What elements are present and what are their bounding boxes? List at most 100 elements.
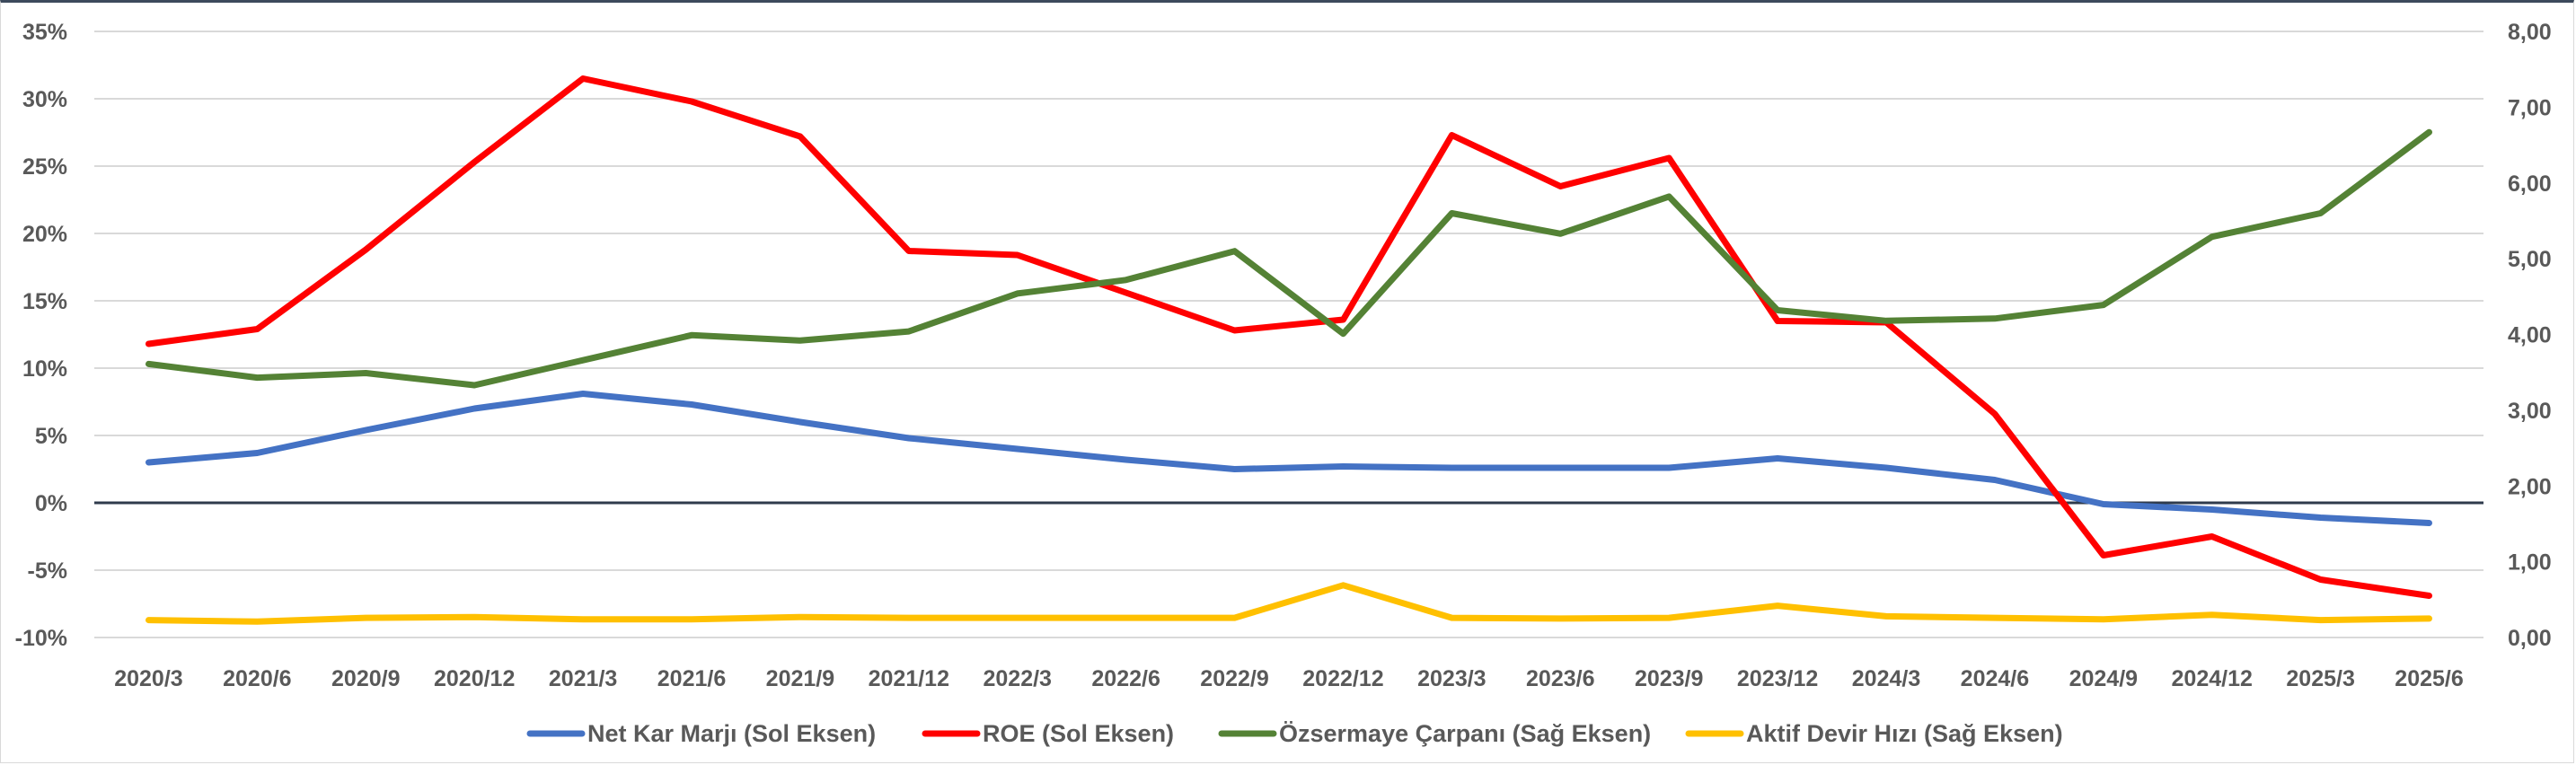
data-point — [254, 326, 260, 332]
data-point — [363, 370, 369, 376]
right-tick-label: 2,00 — [2508, 474, 2552, 499]
data-point — [146, 341, 152, 347]
left-tick-label: 25% — [22, 154, 67, 180]
data-point — [2100, 501, 2106, 507]
series-line-2 — [146, 75, 2432, 599]
data-point — [1340, 330, 1346, 337]
legend: Net Kar Marjı (Sol Eksen) ROE (Sol Eksen)… — [526, 720, 2063, 747]
data-point — [1666, 193, 1672, 199]
data-point — [1557, 615, 1564, 621]
data-point — [1775, 307, 1781, 313]
data-point — [1666, 465, 1672, 470]
left-axis-ticks: -10% -5% 0% 5% 10% 15% 20% 25% 30% 35% — [15, 20, 67, 651]
data-point — [472, 614, 478, 620]
data-point — [689, 332, 694, 339]
x-tick-label: 2021/9 — [766, 666, 834, 691]
data-point — [2209, 233, 2215, 240]
left-tick-label: 15% — [22, 289, 67, 314]
data-point — [797, 419, 803, 425]
data-point — [1883, 318, 1889, 324]
legend-label: Özsermaye Çarpanı (Sağ Eksen) — [1279, 720, 1651, 747]
x-tick-label: 2025/6 — [2395, 666, 2463, 691]
data-point — [2100, 302, 2106, 308]
data-point — [1231, 328, 1238, 333]
right-tick-label: 5,00 — [2508, 247, 2552, 272]
left-tick-label: 10% — [22, 356, 67, 382]
data-point — [1231, 248, 1238, 254]
data-point — [1991, 315, 1998, 321]
data-point — [689, 401, 694, 408]
data-point — [1991, 411, 1998, 417]
data-point — [1991, 477, 1998, 483]
data-point — [2209, 611, 2215, 618]
data-point — [1123, 615, 1129, 621]
legend-label: ROE (Sol Eksen) — [983, 720, 1174, 747]
data-point — [146, 617, 152, 623]
legend-label: Aktif Devir Hızı (Sağ Eksen) — [1746, 720, 2063, 747]
x-tick-label: 2023/6 — [1526, 666, 1594, 691]
x-tick-label: 2020/12 — [434, 666, 515, 691]
series-line-3 — [146, 128, 2432, 389]
data-point — [1123, 290, 1129, 295]
x-tick-label: 2025/3 — [2286, 666, 2354, 691]
x-tick-label: 2021/6 — [657, 666, 726, 691]
data-point — [1883, 465, 1889, 470]
data-point — [2317, 514, 2324, 521]
x-tick-label: 2024/6 — [1961, 666, 2029, 691]
x-tick-label: 2022/3 — [983, 666, 1051, 691]
left-tick-label: 20% — [22, 222, 67, 247]
data-point — [1666, 155, 1672, 161]
x-tick-label: 2023/3 — [1417, 666, 1486, 691]
data-point — [905, 329, 912, 335]
x-tick-label: 2024/3 — [1852, 666, 1920, 691]
data-point — [146, 460, 152, 465]
left-tick-label: 5% — [35, 424, 67, 449]
data-point — [1014, 446, 1020, 452]
right-axis-ticks: 0,00 1,00 2,00 3,00 4,00 5,00 6,00 7,00 8,00 — [2508, 20, 2552, 651]
data-point — [2209, 533, 2215, 540]
right-tick-label: 7,00 — [2508, 95, 2552, 120]
data-point — [472, 382, 478, 389]
data-point — [580, 391, 587, 397]
data-point — [580, 616, 587, 622]
x-tick-label: 2020/3 — [114, 666, 182, 691]
data-point — [1014, 290, 1020, 296]
data-point — [1340, 317, 1346, 322]
series-line-1 — [146, 391, 2432, 526]
data-point — [1775, 602, 1781, 609]
right-tick-label: 6,00 — [2508, 171, 2552, 197]
data-point — [1231, 466, 1238, 472]
data-point — [2209, 506, 2215, 513]
data-point — [1123, 457, 1129, 462]
x-tick-label: 2024/9 — [2069, 666, 2138, 691]
data-point — [1123, 277, 1129, 283]
data-point — [1883, 613, 1889, 620]
data-point — [2426, 615, 2432, 621]
data-point — [254, 450, 260, 456]
x-tick-label: 2021/3 — [549, 666, 617, 691]
data-point — [2317, 576, 2324, 583]
data-point — [2426, 520, 2432, 526]
data-point — [580, 357, 587, 364]
series-line-4 — [146, 582, 2432, 625]
data-point — [2100, 616, 2106, 622]
data-point — [905, 248, 912, 254]
data-point — [363, 427, 369, 433]
data-point — [472, 406, 478, 411]
data-point — [1991, 615, 1998, 621]
data-point — [1666, 615, 1672, 621]
x-tick-label: 2020/6 — [223, 666, 291, 691]
data-point — [2317, 210, 2324, 216]
data-point — [1449, 132, 1455, 138]
right-tick-label: 0,00 — [2508, 626, 2552, 651]
data-point — [905, 615, 912, 621]
data-point — [2426, 129, 2432, 136]
data-point — [2317, 617, 2324, 623]
x-tick-label: 2020/9 — [331, 666, 400, 691]
data-point — [1775, 318, 1781, 324]
left-tick-label: 30% — [22, 87, 67, 112]
data-point — [146, 361, 152, 367]
data-point — [1449, 615, 1455, 621]
left-tick-label: 0% — [35, 491, 67, 516]
